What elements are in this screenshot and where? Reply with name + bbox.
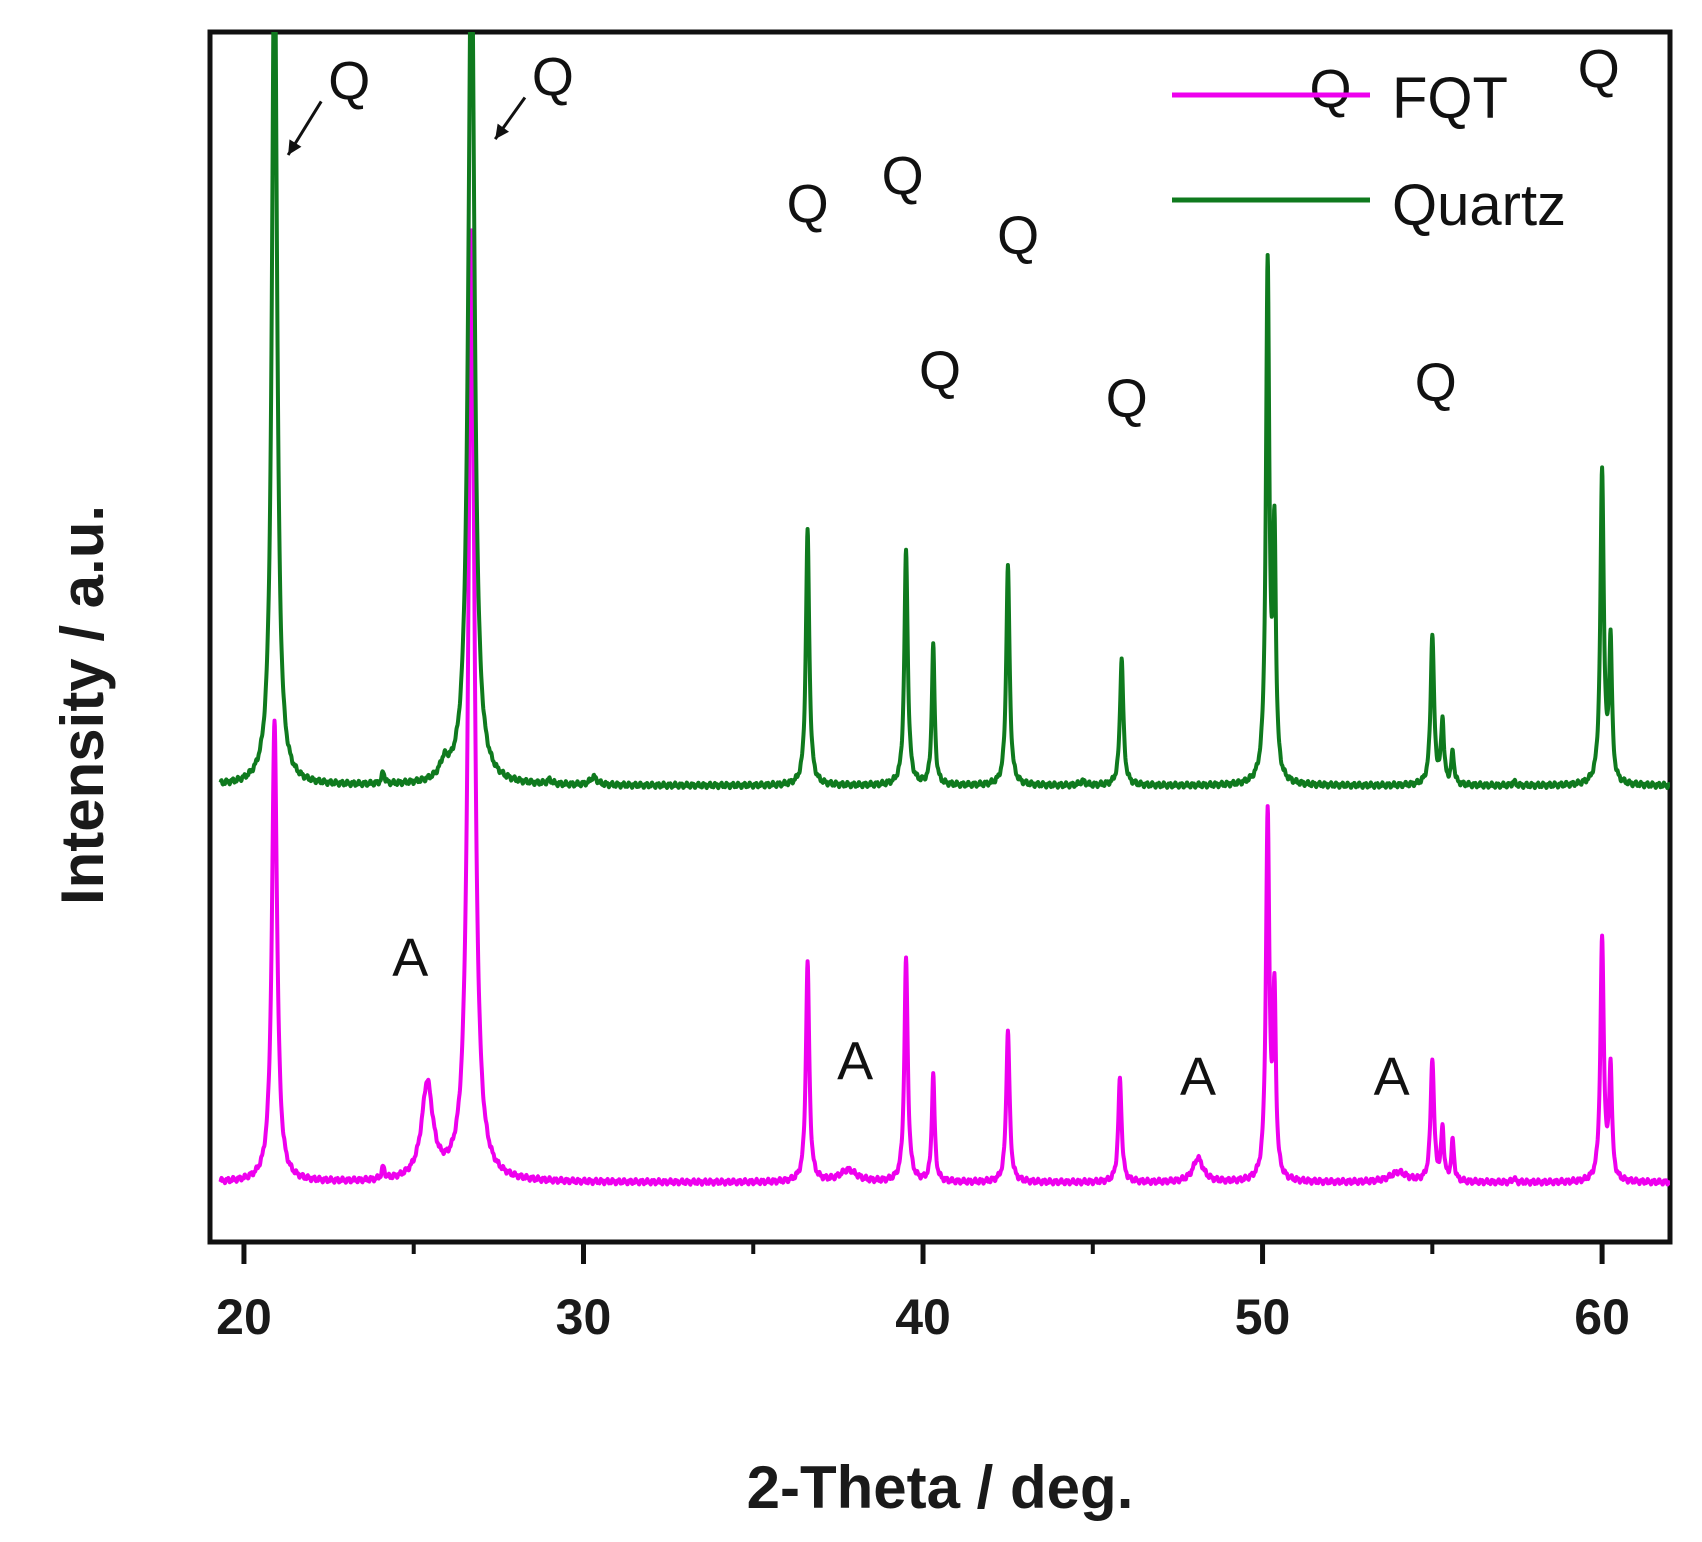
series-layer [218,32,1670,1187]
peak-label-Q-9: Q [1578,40,1620,100]
legend-label-fqt: FQT [1392,66,1508,131]
x-tick-label-40: 40 [895,1289,951,1345]
legend: FQT Quartz [1172,66,1566,238]
peak-label-Q-1: Q [532,47,574,107]
peak-label-A-11: A [837,1031,873,1091]
peak-arrowhead-1 [495,123,510,140]
y-axis-title: Intensity / a.u. [49,505,116,905]
peak-label-Q-8: Q [1415,353,1457,413]
x-tick-label-30: 30 [556,1289,612,1345]
x-tick-label-60: 60 [1574,1289,1630,1345]
series-line-fqt [218,228,1670,1187]
series-line-quartz [218,32,1670,791]
peak-label-A-10: A [392,928,428,988]
x-axis: 20 30 40 50 60 [216,1242,1630,1345]
peak-label-Q-4: Q [919,341,961,401]
peak-label-A-13: A [1374,1047,1410,1107]
x-tick-label-20: 20 [216,1289,272,1345]
x-tick-label-50: 50 [1235,1289,1291,1345]
peak-arrowhead-0 [288,139,302,155]
peak-label-Q-6: Q [1106,369,1148,429]
x-axis-title: 2-Theta / deg. [747,1454,1134,1521]
plot-frame [207,29,1673,1245]
peak-label-Q-2: Q [787,174,829,234]
peak-label-A-12: A [1180,1047,1216,1107]
peak-label-Q-5: Q [997,206,1039,266]
peak-label-Q-0: Q [328,51,370,111]
peak-label-Q-7: Q [1309,59,1351,119]
peak-label-Q-3: Q [882,147,924,207]
legend-label-quartz: Quartz [1392,173,1566,238]
